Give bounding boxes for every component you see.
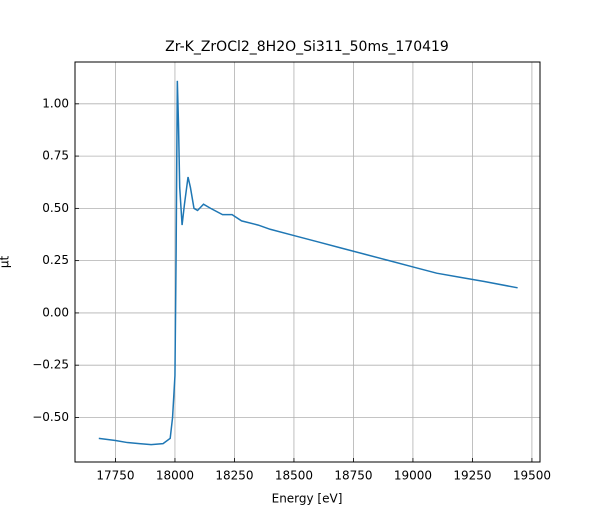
data-line xyxy=(98,80,518,446)
y-axis-label: μt xyxy=(0,256,12,269)
x-tick-label: 19500 xyxy=(513,469,551,483)
y-tick-label: 0.75 xyxy=(42,149,69,163)
x-tick-label: 19000 xyxy=(394,469,432,483)
x-tick-label: 18000 xyxy=(156,469,194,483)
y-tick-label: −0.25 xyxy=(32,358,69,372)
x-axis-label: Energy [eV] xyxy=(272,492,343,506)
plot-frame xyxy=(74,61,541,463)
chart-title: Zr-K_ZrOCl2_8H2O_Si311_50ms_170419 xyxy=(165,39,449,55)
x-tick-label: 18750 xyxy=(334,469,372,483)
y-tick-label: −0.50 xyxy=(32,410,69,424)
y-tick-label: 1.00 xyxy=(42,96,69,110)
x-tick-label: 19250 xyxy=(453,469,491,483)
x-tick-label: 17750 xyxy=(96,469,134,483)
x-tick-label: 18500 xyxy=(275,469,313,483)
x-tick-label: 18250 xyxy=(215,469,253,483)
y-tick-label: 0.00 xyxy=(42,305,69,319)
y-tick-label: 0.50 xyxy=(42,201,69,215)
y-tick-label: 0.25 xyxy=(42,253,69,267)
